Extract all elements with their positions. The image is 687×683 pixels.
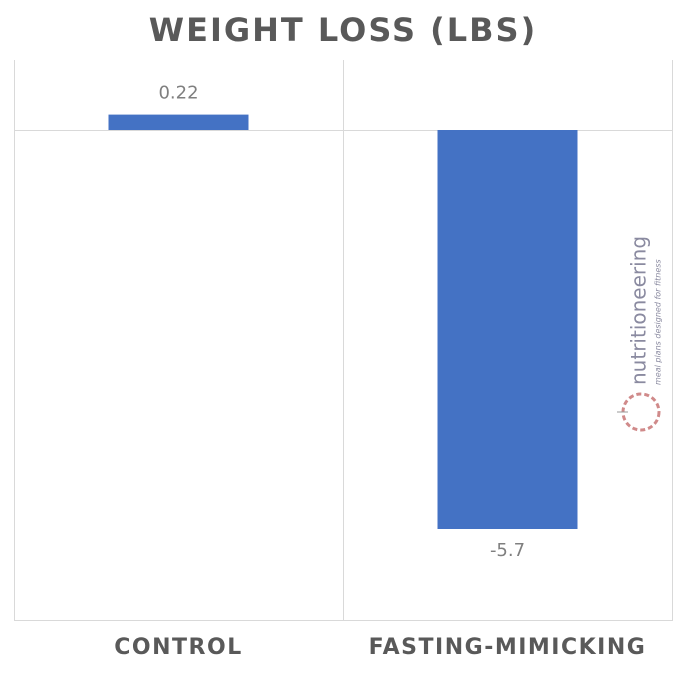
data-label: 0.22	[158, 83, 198, 104]
watermark-tagline: meal plans designed for fitness	[654, 259, 663, 385]
chart-title: WEIGHT LOSS (LBS)	[149, 11, 537, 49]
bar	[108, 114, 249, 130]
watermark: nutritioneering meal plans designed for …	[627, 236, 663, 385]
plot-frame	[14, 60, 673, 621]
x-tick-label: FASTING-MIMICKING	[369, 635, 647, 660]
bar	[437, 130, 578, 529]
watermark-brand: nutritioneering	[627, 236, 651, 385]
watermark-logo	[617, 392, 661, 432]
x-tick-label: CONTROL	[114, 635, 242, 660]
data-label: -5.7	[490, 540, 525, 561]
